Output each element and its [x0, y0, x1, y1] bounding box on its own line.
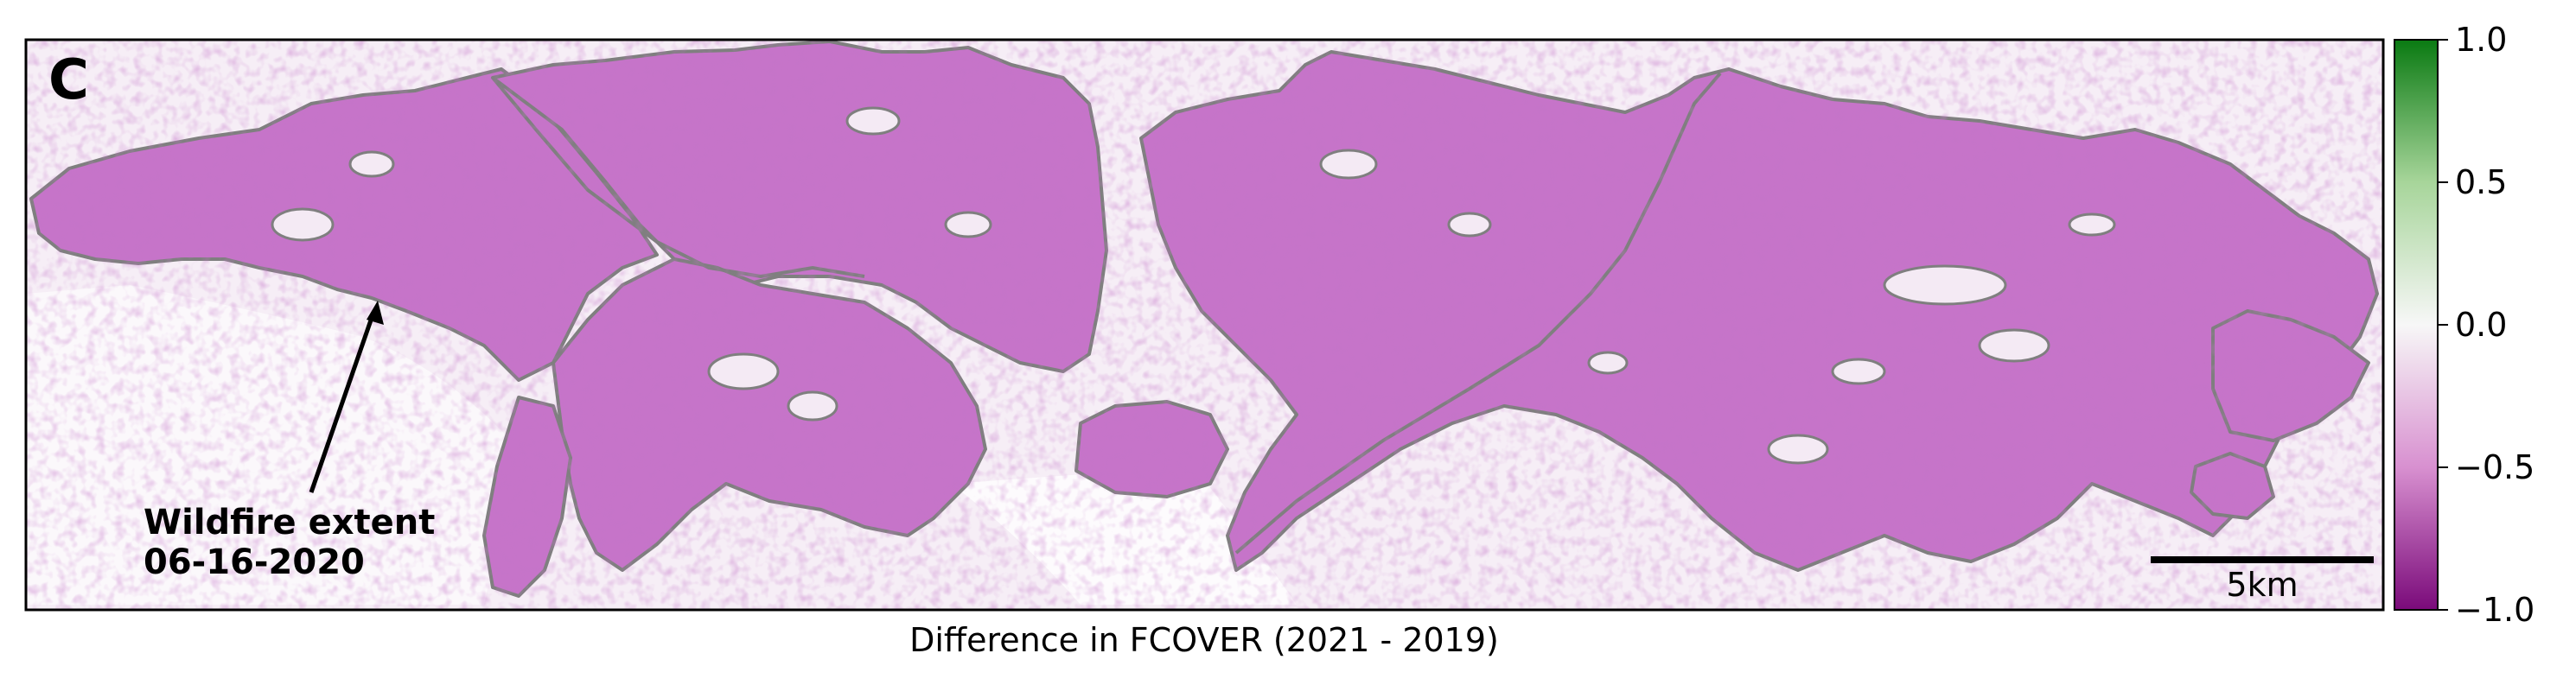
unburned-islands	[271, 106, 2116, 465]
map-area	[26, 40, 2383, 610]
panel-letter: C	[48, 48, 89, 112]
burn-texture	[26, 40, 2383, 610]
scale-bar-label: 5km	[2226, 566, 2298, 604]
annotation-line-1: Wildfire extent	[143, 503, 435, 542]
annotation-arrow	[309, 301, 384, 493]
annotation-line-2: 06-16-2020	[143, 542, 365, 582]
map-frame	[24, 38, 2385, 612]
burn-scar	[26, 40, 2383, 610]
colorbar-tick-label-1: 0.5	[2455, 163, 2507, 201]
colorbar	[2394, 39, 2439, 611]
colorbar-tick-label-2: 0.0	[2455, 306, 2507, 344]
colorbar-tick-label-3: −0.5	[2455, 448, 2535, 486]
map-caption: Difference in FCOVER (2021 - 2019)	[909, 621, 1499, 659]
colorbar-tick-label-0: 1.0	[2455, 21, 2507, 59]
colorbar-ticks: 1.0 0.5 0.0 −0.5 −1.0	[2438, 21, 2535, 629]
colorbar-tick-label-4: −1.0	[2455, 591, 2535, 629]
